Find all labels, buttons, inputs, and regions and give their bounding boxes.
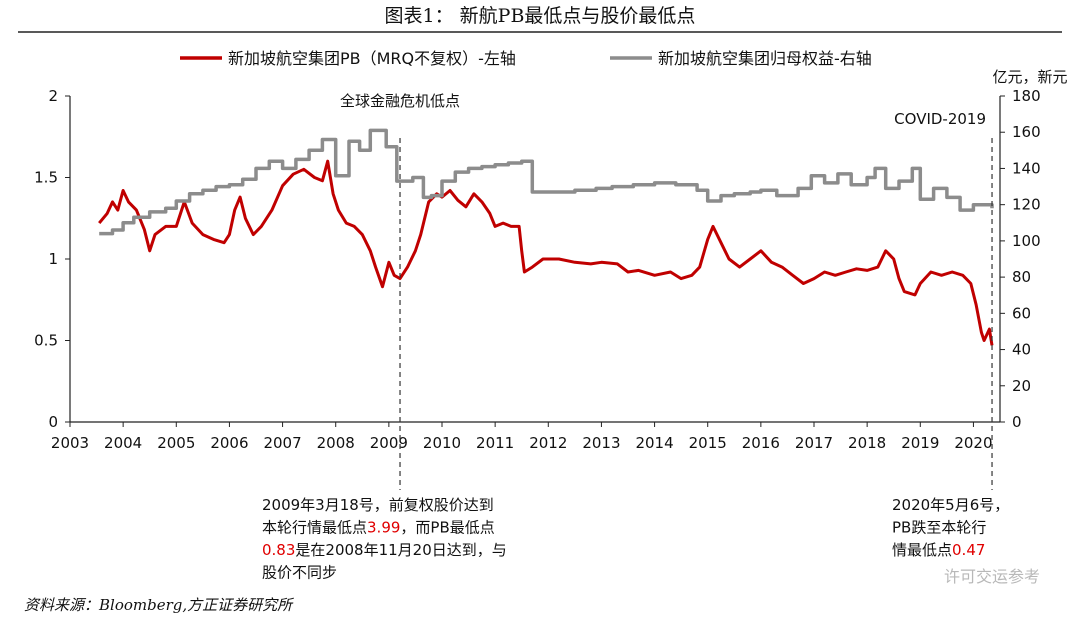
annotation-label-covid: COVID-2019: [894, 110, 986, 128]
x-tick-label: 2018: [848, 434, 886, 452]
x-tick-label: 2006: [210, 434, 248, 452]
right-axis-unit: 亿元，新元: [992, 68, 1067, 86]
annotation-note-covid: PB跌至本轮行: [892, 519, 986, 537]
annotation-label-gfc: 全球金融危机低点: [340, 92, 460, 110]
right-tick-label: 60: [1012, 304, 1031, 322]
x-tick-label: 2015: [689, 434, 727, 452]
x-tick-label: 2008: [317, 434, 355, 452]
annotation-note-covid: 情最低点0.47: [892, 541, 985, 559]
right-tick-label: 80: [1012, 268, 1031, 286]
x-tick-label: 2009: [370, 434, 408, 452]
right-tick-label: 160: [1012, 123, 1041, 141]
x-tick-label: 2020: [954, 434, 992, 452]
right-tick-label: 0: [1012, 413, 1022, 431]
note-text: ，而PB最低点: [400, 519, 494, 537]
x-tick-label: 2017: [795, 434, 833, 452]
x-tick-label: 2005: [157, 434, 195, 452]
annotation-note-gfc: 本轮行情最低点3.99，而PB最低点: [262, 519, 495, 537]
source-note: 资料来源：Bloomberg,方正证券研究所: [24, 596, 294, 614]
note-value-highlight: 0.47: [952, 541, 985, 559]
legend: 新加坡航空集团PB（MRQ不复权）-左轴 新加坡航空集团归母权益-右轴: [180, 49, 872, 68]
x-tick-label: 2013: [582, 434, 620, 452]
x-tick-label: 2016: [742, 434, 780, 452]
x-tick-label: 2003: [51, 434, 89, 452]
x-tick-label: 2010: [423, 434, 461, 452]
plot-area: 2003 2004 2005 2006 2007 2008 2009 2010 2011 2012…: [34, 87, 1041, 582]
note-text: 情最低点: [892, 541, 952, 559]
series-line-pb: [98, 159, 994, 346]
annotation-note-gfc: 0.83是在2008年11月20日达到，与: [262, 541, 507, 559]
figure-title: 图表1： 新航PB最低点与股价最低点: [385, 5, 696, 27]
left-tick-label: 1: [48, 250, 58, 268]
right-tick-label: 180: [1012, 87, 1041, 105]
right-tick-label: 20: [1012, 377, 1031, 395]
x-tick-label: 2014: [635, 434, 673, 452]
x-tick-label: 2019: [901, 434, 939, 452]
note-text: 2020年5月6号，: [892, 496, 1009, 514]
watermark: 许可交运参考: [944, 567, 1040, 586]
left-tick-label: 0: [48, 413, 58, 431]
x-tick-label: 2012: [529, 434, 567, 452]
right-tick-label: 40: [1012, 341, 1031, 359]
note-value-highlight: 0.83: [262, 541, 295, 559]
note-text: 是在2008年11月20日达到，与: [295, 541, 506, 559]
right-tick-label: 100: [1012, 232, 1041, 250]
right-tick-label: 140: [1012, 159, 1041, 177]
left-tick-label: 1.5: [34, 169, 58, 187]
x-tick-label: 2004: [104, 434, 142, 452]
right-tick-label: 120: [1012, 196, 1041, 214]
series-line-equity: [99, 128, 994, 236]
left-tick-label: 2: [48, 87, 58, 105]
annotation-note-gfc: 股价不同步: [262, 564, 337, 582]
legend-label-equity: 新加坡航空集团归母权益-右轴: [658, 49, 872, 68]
note-text: PB跌至本轮行: [892, 519, 986, 537]
note-text: 股价不同步: [262, 564, 337, 582]
x-tick-label: 2007: [263, 434, 301, 452]
note-value-highlight: 3.99: [367, 519, 400, 537]
annotation-note-covid: 2020年5月6号，: [892, 496, 1009, 514]
note-text: 本轮行情最低点: [262, 519, 367, 537]
legend-label-pb: 新加坡航空集团PB（MRQ不复权）-左轴: [228, 49, 516, 68]
left-tick-label: 0.5: [34, 332, 58, 350]
annotation-note-gfc: 2009年3月18号，前复权股价达到: [262, 496, 494, 514]
x-tick-label: 2011: [476, 434, 514, 452]
note-text: 2009年3月18号，前复权股价达到: [262, 496, 494, 514]
